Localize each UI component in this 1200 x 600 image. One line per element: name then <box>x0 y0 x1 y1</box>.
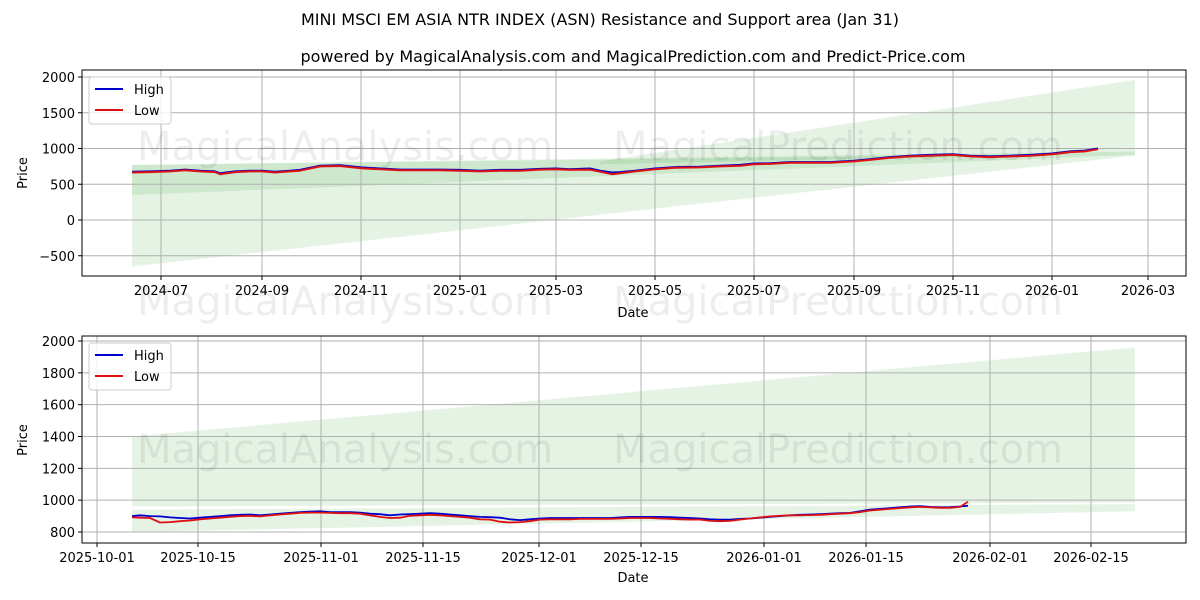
top-bands <box>132 79 1135 267</box>
legend-high-label-bottom: High <box>134 349 164 364</box>
watermark-prediction-mid: MagicalPrediction.com <box>613 279 1063 325</box>
bottom-chart-panel: MagicalAnalysis.com MagicalPrediction.co… <box>16 335 1187 586</box>
watermark-prediction-bottom: MagicalPrediction.com <box>613 427 1063 473</box>
x-tick-label: 2025-11-15 <box>385 551 461 566</box>
watermark-analysis-bottom: MagicalAnalysis.com <box>137 427 553 473</box>
x-tick-label: 2024-09 <box>235 284 289 299</box>
legend-high-label: High <box>134 83 164 98</box>
top-lines <box>131 147 1099 176</box>
x-tick-label: 2025-11-01 <box>283 551 359 566</box>
x-tick-label: 2025-10-01 <box>59 551 135 566</box>
x-tick-label: 2025-01 <box>433 284 487 299</box>
y-tick-label: 500 <box>50 178 75 193</box>
top-grid <box>82 70 1186 276</box>
top-chart-panel: MagicalAnalysis.com MagicalPrediction.co… <box>16 69 1187 325</box>
x-tick-label: 2025-09 <box>827 284 881 299</box>
bottom-legend: High Low <box>88 342 172 391</box>
y-tick-label: 1000 <box>42 143 75 158</box>
y-tick-label: 0 <box>67 214 75 229</box>
y-tick-label: 1000 <box>42 494 75 509</box>
y-tick-label: 2000 <box>42 71 75 86</box>
x-tick-label: 2025-12-01 <box>501 551 577 566</box>
band-area <box>600 79 1135 165</box>
x-tick-label: 2025-11 <box>926 284 980 299</box>
bottom-grid <box>82 336 1186 543</box>
x-tick-label: 2026-02-01 <box>952 551 1028 566</box>
top-legend: High Low <box>88 76 172 125</box>
x-tick-label: 2025-05 <box>628 284 682 299</box>
x-tick-label: 2026-03 <box>1121 284 1175 299</box>
y-tick-label: 1400 <box>42 431 75 446</box>
y-tick-label: 1800 <box>42 367 75 382</box>
x-tick-label: 2026-01-15 <box>828 551 904 566</box>
top-ticks: −500 0 500 1000 1500 2000 2024-07 2024-09 2024-1… <box>39 71 1175 299</box>
bottom-y-axis-label: Price <box>16 424 31 456</box>
bottom-lines <box>131 501 969 524</box>
y-tick-label: 800 <box>50 526 75 541</box>
legend-low-label-bottom: Low <box>134 370 160 385</box>
y-tick-label: 1500 <box>42 107 75 122</box>
y-tick-label: −500 <box>39 250 75 265</box>
series-line-low <box>131 148 1099 176</box>
x-tick-label: 2025-12-15 <box>603 551 679 566</box>
y-tick-label: 1200 <box>42 462 75 477</box>
y-tick-label: 1600 <box>42 399 75 414</box>
x-tick-label: 2026-01 <box>1025 284 1079 299</box>
chart-subtitle: powered by MagicalAnalysis.com and Magic… <box>300 47 965 66</box>
band-area <box>132 347 1135 507</box>
x-tick-label: 2024-11 <box>334 284 388 299</box>
x-tick-label: 2025-10-15 <box>160 551 236 566</box>
top-x-axis-label: Date <box>617 306 648 321</box>
bottom-axes-frame <box>81 335 1187 544</box>
x-tick-label: 2026-02-15 <box>1053 551 1129 566</box>
legend-low-label: Low <box>134 104 160 119</box>
x-tick-label: 2025-07 <box>727 284 781 299</box>
band-area <box>132 151 1135 267</box>
x-tick-label: 2024-07 <box>134 284 188 299</box>
x-tick-label: 2025-03 <box>529 284 583 299</box>
x-tick-label: 2026-01-01 <box>726 551 802 566</box>
top-axes-frame <box>81 69 1187 277</box>
series-line-low <box>131 501 969 524</box>
watermark-analysis-mid: MagicalAnalysis.com <box>137 279 553 325</box>
chart-title: MINI MSCI EM ASIA NTR INDEX (ASN) Resist… <box>301 10 899 29</box>
bottom-x-axis-label: Date <box>617 571 648 586</box>
watermark-analysis-top: MagicalAnalysis.com <box>137 124 553 170</box>
bottom-ticks: 800 1000 1200 1400 1600 1800 2000 2025-10-01 202… <box>42 335 1129 566</box>
y-tick-label: 2000 <box>42 335 75 350</box>
top-y-axis-label: Price <box>16 157 31 189</box>
